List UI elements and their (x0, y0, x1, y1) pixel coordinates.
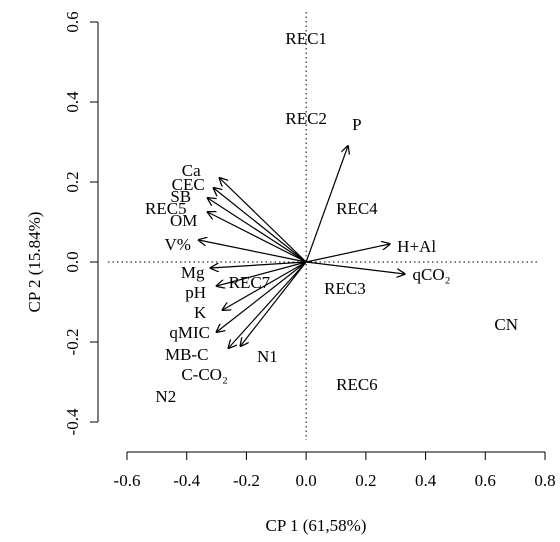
vector-label-qco: qCO₂ (413, 265, 451, 284)
vector-arrow-h-al (306, 244, 390, 263)
point-label-rec3: REC3 (324, 279, 366, 298)
x-tick-label: 0.4 (415, 471, 437, 490)
vector-label-ph: pH (185, 283, 206, 302)
point-label-rec7: REC7 (229, 273, 271, 292)
y-tick-label: 0.2 (63, 171, 82, 192)
vector-arrow-om (208, 212, 307, 263)
x-tick-label: -0.4 (173, 471, 200, 490)
point-label-n1: N1 (257, 347, 278, 366)
vector-arrow-k (223, 261, 307, 310)
y-tick-label: 0.0 (63, 251, 82, 272)
vector-arrow-ph (217, 261, 307, 286)
y-axis-label: CP 2 (15.84%) (25, 212, 44, 313)
x-tick-label: 0.6 (475, 471, 496, 490)
reference-lines (108, 12, 540, 440)
vector-label-qmic: qMIC (169, 323, 210, 342)
point-label-rec5: REC5 (145, 199, 187, 218)
point-label-rec4: REC4 (336, 199, 378, 218)
vector-arrow-c-co (240, 261, 307, 346)
vector-label-c-co: C-CO₂ (181, 365, 228, 384)
vector-arrow-p (305, 146, 348, 263)
x-tick-label: 0.0 (296, 471, 317, 490)
point-label-rec1: REC1 (285, 29, 327, 48)
vector-label-v: V% (165, 235, 191, 254)
vector-label-mb-c: MB-C (165, 345, 208, 364)
vector-label-k: K (194, 303, 207, 322)
point-label-rec2: REC2 (285, 109, 327, 128)
y-tick-label: 0.6 (63, 11, 82, 32)
vector-label-sb: SB (170, 187, 191, 206)
vector-label-om: OM (170, 211, 197, 230)
vector-arrow-mg (211, 261, 307, 268)
vector-label-mg: Mg (181, 263, 205, 282)
vector-arrow-qco (306, 261, 405, 274)
y-tick-label: -0.4 (63, 408, 82, 435)
point-label-rec6: REC6 (336, 375, 378, 394)
vector-arrow-mb-c (229, 261, 307, 348)
y-tick-label: 0.4 (63, 91, 82, 113)
vector-arrow-qmic (217, 261, 307, 332)
axes: -0.6 -0.4 -0.2 0.0 0.2 0.4 0.6 0.8 -0.4 -0.2 0.0 0.… (63, 11, 556, 490)
vector-label-p: P (352, 115, 361, 134)
vector-label-h-al: H+Al (397, 237, 436, 256)
point-label-n2: N2 (155, 387, 176, 406)
vector-arrow-sb (208, 198, 307, 263)
x-tick-label: -0.6 (114, 471, 141, 490)
x-tick-label: -0.2 (233, 471, 260, 490)
vector-label-cec: CEC (172, 175, 205, 194)
vector-arrow-ca (220, 178, 307, 263)
x-tick-label: 0.8 (534, 471, 555, 490)
score-points: REC1 REC2 REC4 REC5 REC7 REC3 N1 REC6 N2 CN (145, 29, 518, 406)
vector-arrow-v (199, 240, 307, 263)
x-axis-label: CP 1 (61,58%) (266, 516, 367, 535)
vector-arrow-cec (214, 188, 307, 263)
point-label-cn: CN (494, 315, 518, 334)
y-tick-label: -0.2 (63, 329, 82, 356)
vector-label-ca: Ca (182, 161, 201, 180)
x-tick-label: 0.2 (355, 471, 376, 490)
